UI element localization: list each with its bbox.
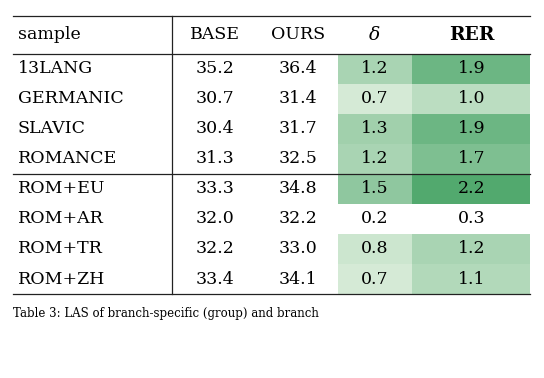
Text: 33.4: 33.4 xyxy=(196,271,234,288)
Text: OURS: OURS xyxy=(271,26,325,43)
Text: 34.8: 34.8 xyxy=(279,181,317,197)
Bar xyxy=(338,114,412,144)
Text: 1.1: 1.1 xyxy=(458,271,486,288)
Bar xyxy=(338,234,412,264)
Text: ROM+TR: ROM+TR xyxy=(18,240,103,257)
Text: 35.2: 35.2 xyxy=(195,60,234,77)
Text: 31.3: 31.3 xyxy=(196,150,234,167)
Text: 1.5: 1.5 xyxy=(361,181,389,197)
Text: 1.3: 1.3 xyxy=(361,121,389,138)
Text: 1.9: 1.9 xyxy=(458,60,486,77)
Bar xyxy=(412,114,530,144)
Text: 32.2: 32.2 xyxy=(195,240,234,257)
Bar xyxy=(412,144,530,174)
Text: RER: RER xyxy=(449,26,494,44)
Text: SLAVIC: SLAVIC xyxy=(18,121,86,138)
Bar xyxy=(338,264,412,294)
Text: 0.2: 0.2 xyxy=(361,211,389,228)
Text: ROM+EU: ROM+EU xyxy=(18,181,106,197)
Bar xyxy=(338,144,412,174)
Text: 13LANG: 13LANG xyxy=(18,60,93,77)
Bar xyxy=(412,174,530,204)
Text: 1.9: 1.9 xyxy=(458,121,486,138)
Text: 30.4: 30.4 xyxy=(196,121,234,138)
Text: BASE: BASE xyxy=(190,26,240,43)
Text: 1.2: 1.2 xyxy=(458,240,486,257)
Bar xyxy=(338,54,412,84)
Text: 0.7: 0.7 xyxy=(361,271,389,288)
Text: 30.7: 30.7 xyxy=(196,90,234,107)
Text: 0.3: 0.3 xyxy=(458,211,486,228)
Text: 36.4: 36.4 xyxy=(279,60,317,77)
Text: 32.5: 32.5 xyxy=(279,150,318,167)
Bar xyxy=(412,234,530,264)
Text: 33.3: 33.3 xyxy=(195,181,234,197)
Text: 0.8: 0.8 xyxy=(361,240,389,257)
Text: ROMANCE: ROMANCE xyxy=(18,150,118,167)
Text: 31.7: 31.7 xyxy=(279,121,317,138)
Text: 1.2: 1.2 xyxy=(361,150,389,167)
Text: 1.2: 1.2 xyxy=(361,60,389,77)
Text: 34.1: 34.1 xyxy=(279,271,317,288)
Text: δ: δ xyxy=(369,26,381,44)
Text: 31.4: 31.4 xyxy=(279,90,317,107)
Text: 32.2: 32.2 xyxy=(279,211,318,228)
Text: 2.2: 2.2 xyxy=(458,181,486,197)
Text: 33.0: 33.0 xyxy=(279,240,317,257)
Text: 0.7: 0.7 xyxy=(361,90,389,107)
Text: sample: sample xyxy=(18,26,81,43)
Text: Table 3: LAS of branch-specific (group) and branch: Table 3: LAS of branch-specific (group) … xyxy=(13,307,319,320)
Text: 32.0: 32.0 xyxy=(196,211,234,228)
Text: 1.7: 1.7 xyxy=(458,150,486,167)
Text: 1.0: 1.0 xyxy=(458,90,486,107)
Bar xyxy=(412,264,530,294)
Bar xyxy=(338,174,412,204)
Bar xyxy=(338,84,412,114)
Text: GERMANIC: GERMANIC xyxy=(18,90,123,107)
Text: ROM+ZH: ROM+ZH xyxy=(18,271,106,288)
Bar xyxy=(412,54,530,84)
Text: ROM+AR: ROM+AR xyxy=(18,211,104,228)
Bar xyxy=(412,84,530,114)
